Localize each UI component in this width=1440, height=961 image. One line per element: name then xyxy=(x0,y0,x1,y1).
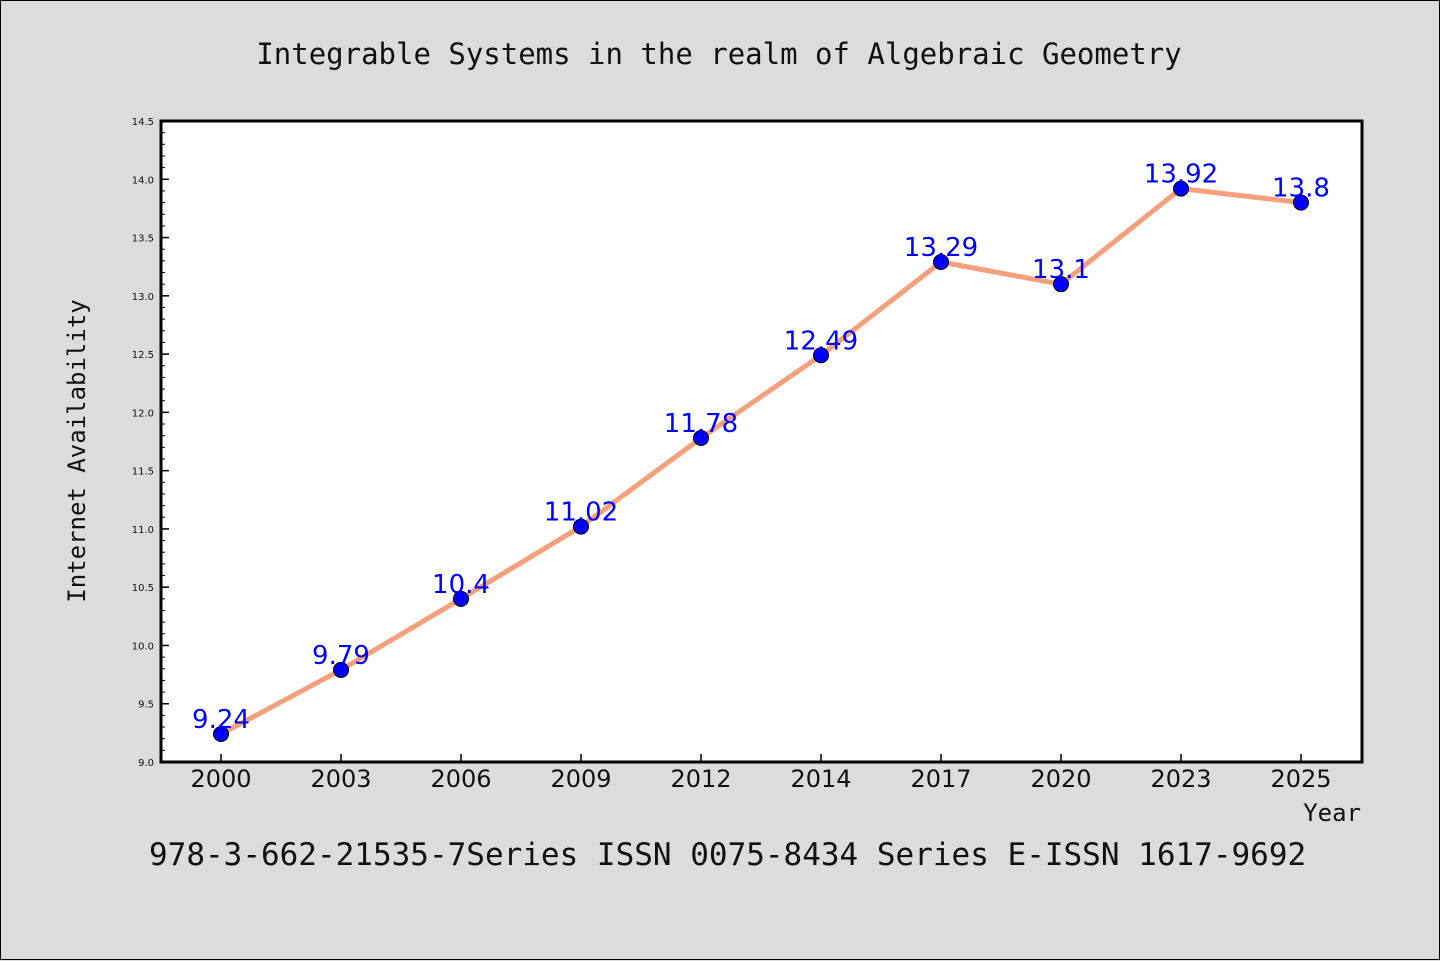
y-tick-label: 9.0 xyxy=(138,758,154,769)
x-tick-label: 2006 xyxy=(430,765,491,793)
x-tick-label: 2025 xyxy=(1270,765,1331,793)
data-label: 9.24 xyxy=(192,705,250,735)
data-label: 13.8 xyxy=(1272,174,1330,204)
data-label: 10.4 xyxy=(432,570,490,600)
data-label: 13.92 xyxy=(1144,160,1218,190)
data-label: 11.02 xyxy=(544,498,618,528)
y-tick-label: 14.5 xyxy=(132,117,154,128)
data-labels-group: 9.24 9.79 10.4 11.02 11.78 12.49 13.29 13.1 13.9… xyxy=(192,160,1330,735)
y-tick-label: 10.0 xyxy=(132,641,154,652)
data-point xyxy=(813,347,829,364)
data-label: 9.79 xyxy=(312,641,370,671)
x-axis: 2000 2003 2006 2009 2012 2014 2017 2020 2023 2025 xyxy=(190,754,1332,793)
data-label: 12.49 xyxy=(784,326,858,356)
data-point xyxy=(573,518,589,535)
data-point xyxy=(453,590,469,607)
y-tick-label: 13.0 xyxy=(132,292,154,303)
x-axis-label: Year xyxy=(1303,799,1361,827)
data-point xyxy=(333,661,349,678)
y-tick-label: 11.5 xyxy=(132,467,154,478)
data-point xyxy=(1053,276,1069,293)
data-point xyxy=(1293,194,1309,211)
series-line xyxy=(219,186,1302,737)
x-tick-label: 2000 xyxy=(190,765,251,793)
y-axis: 9.0 9.5 10.0 10.5 11.0 11.5 12.0 12.5 13.0 13.5 14… xyxy=(132,117,169,769)
data-point xyxy=(1173,180,1189,197)
data-point xyxy=(213,726,229,743)
y-axis-label: Internet Availability xyxy=(63,299,91,602)
y-tick-label: 11.0 xyxy=(132,525,154,536)
x-tick-label: 2009 xyxy=(550,765,611,793)
y-tick-label: 12.5 xyxy=(132,350,154,361)
y-tick-label: 14.0 xyxy=(132,175,154,186)
data-label: 13.29 xyxy=(904,233,978,263)
caption: 978-3-662-21535-7Series ISSN 0075-8434 S… xyxy=(149,837,1306,873)
x-tick-label: 2014 xyxy=(790,765,851,793)
y-tick-label: 12.0 xyxy=(132,408,154,419)
data-point xyxy=(933,254,949,271)
data-label: 11.78 xyxy=(664,409,738,439)
x-tick-label: 2017 xyxy=(910,765,971,793)
data-point xyxy=(693,430,709,447)
data-label: 13.1 xyxy=(1032,255,1090,285)
y-tick-label: 10.5 xyxy=(132,583,154,594)
x-tick-label: 2003 xyxy=(310,765,371,793)
y-tick-label: 13.5 xyxy=(132,234,154,245)
series-group xyxy=(213,180,1309,743)
y-tick-label: 9.5 xyxy=(138,700,154,711)
x-tick-label: 2012 xyxy=(670,765,731,793)
x-tick-label: 2023 xyxy=(1150,765,1211,793)
x-tick-label: 2020 xyxy=(1030,765,1091,793)
chart-title: Integrable Systems in the realm of Algeb… xyxy=(256,37,1181,71)
